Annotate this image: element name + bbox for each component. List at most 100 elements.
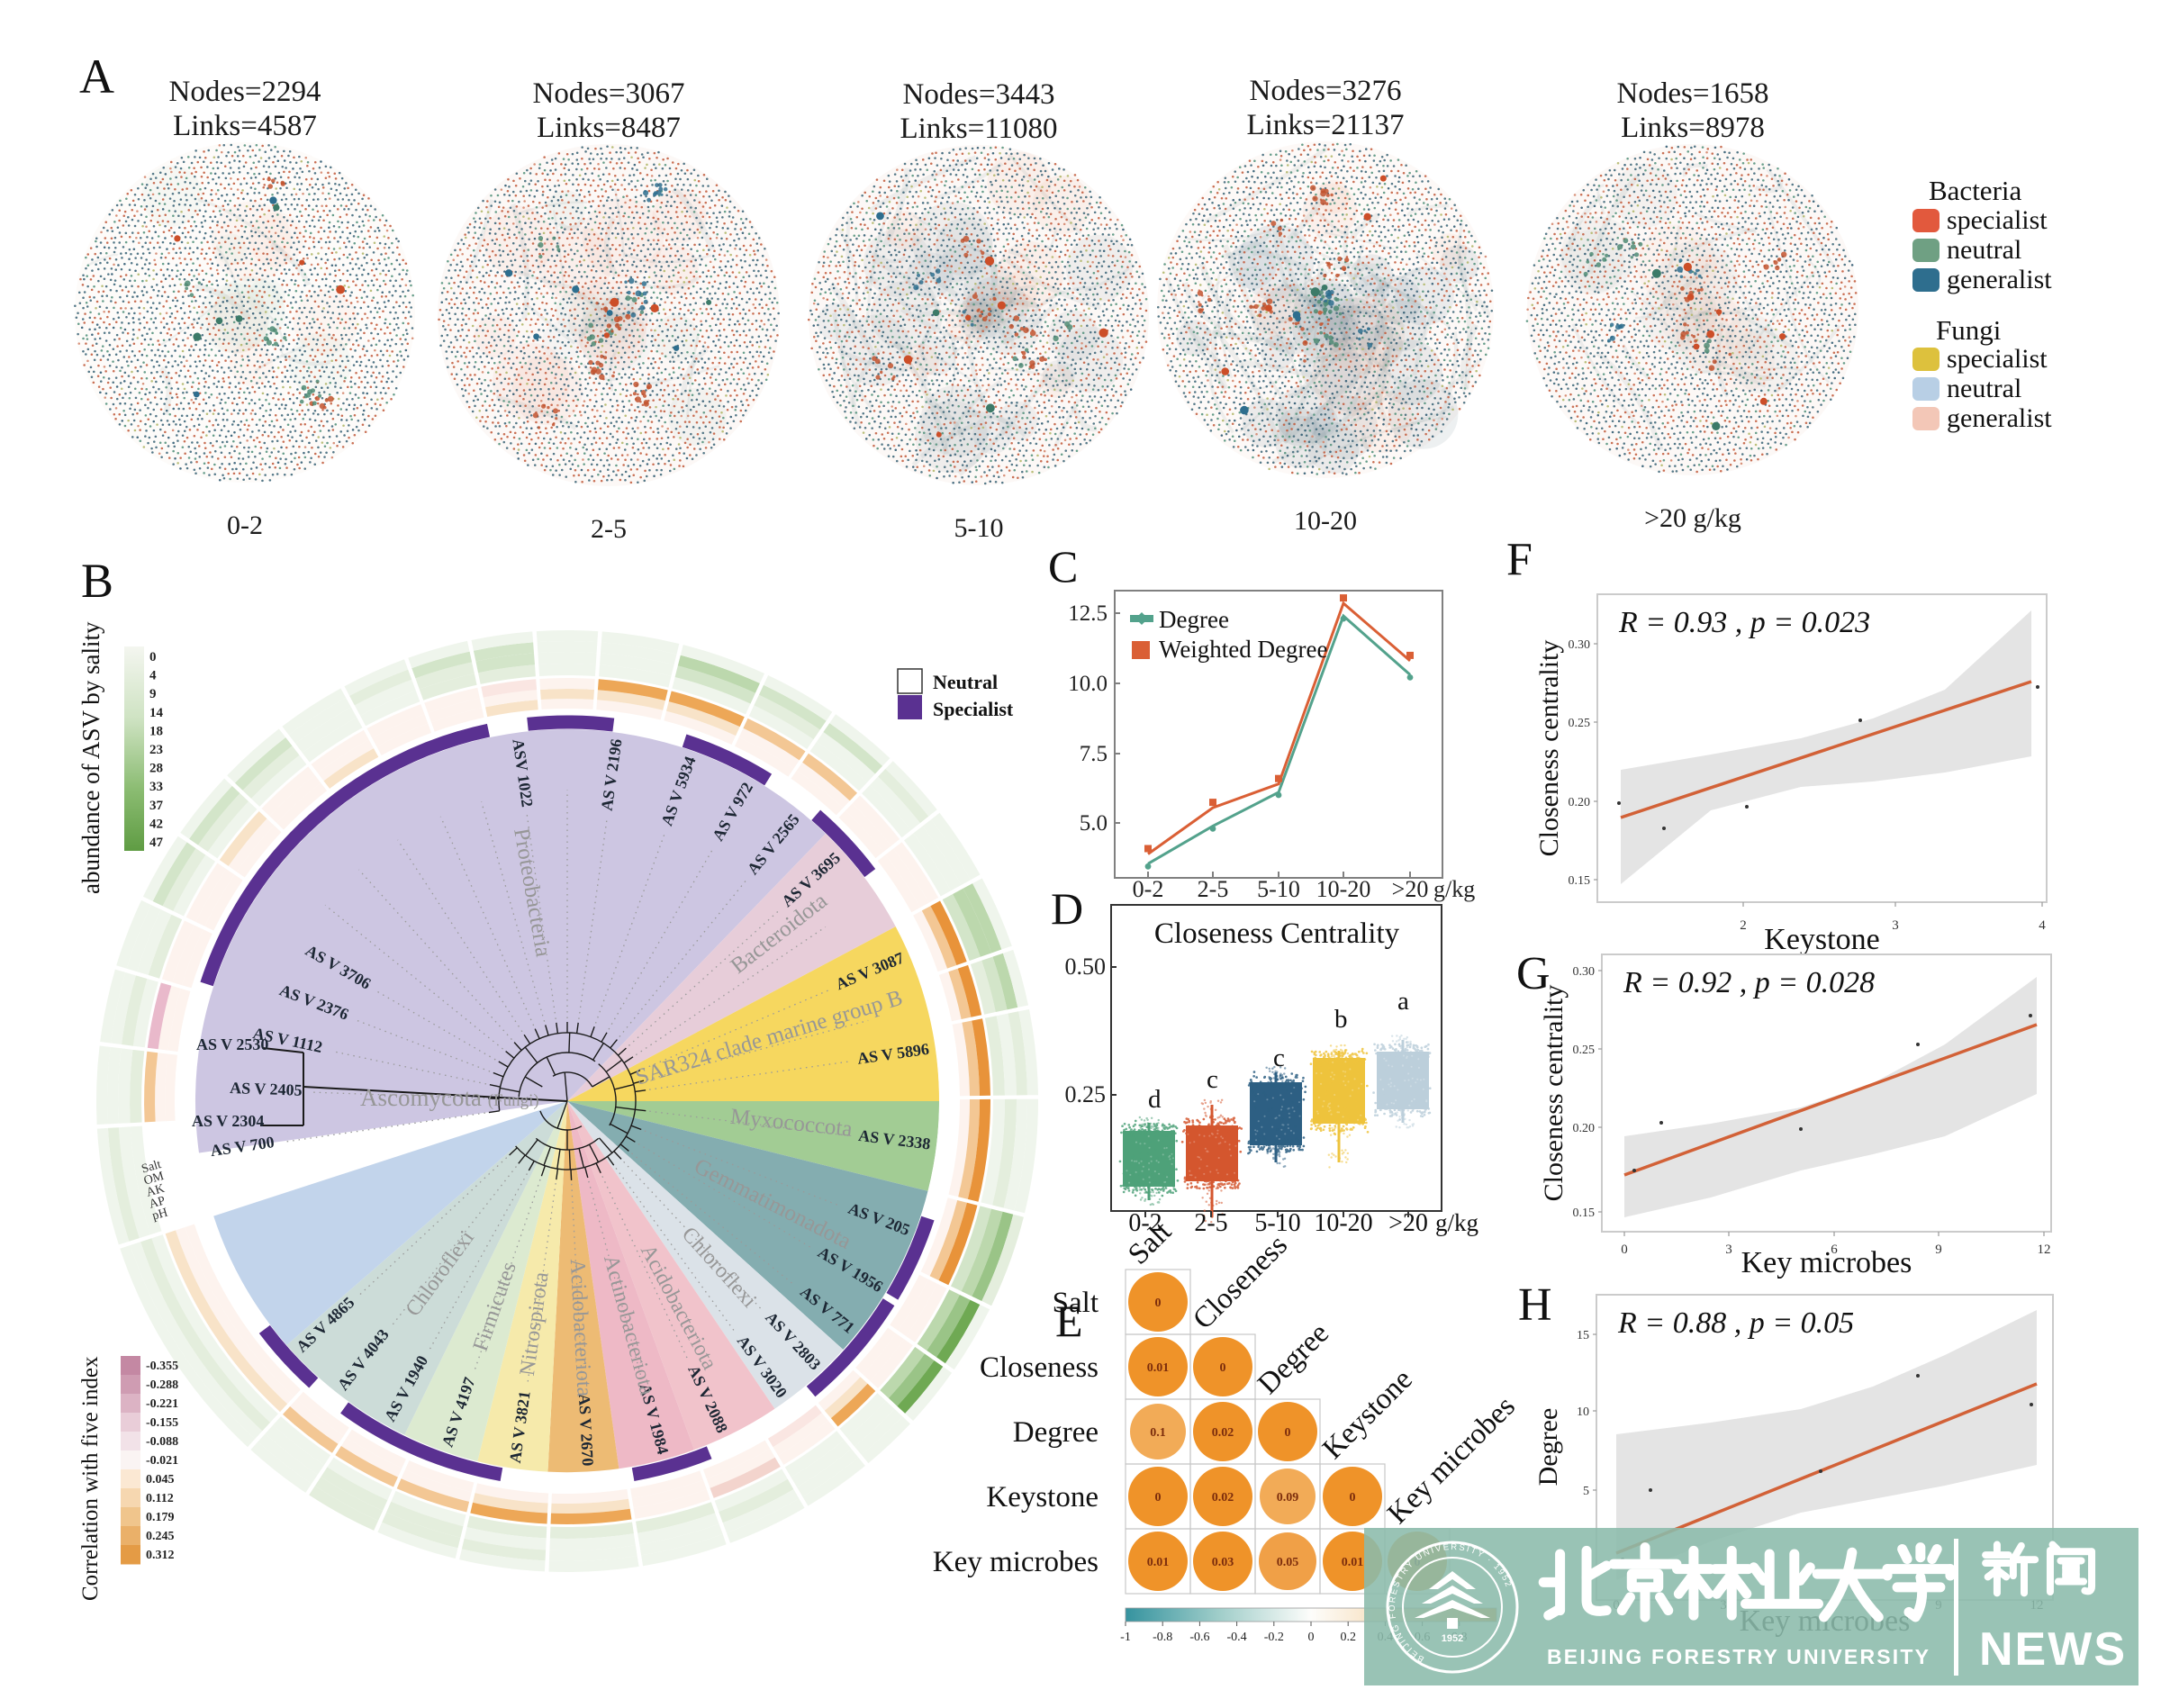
svg-text:-0.2: -0.2: [1264, 1631, 1284, 1644]
svg-text:3: 3: [1892, 918, 1899, 933]
svg-text:0.045: 0.045: [146, 1473, 175, 1487]
svg-text:0.25: 0.25: [1573, 1044, 1596, 1057]
svg-text:0.01: 0.01: [1342, 1556, 1364, 1569]
svg-text:0: 0: [1350, 1491, 1356, 1505]
svg-text:BEIJING FORESTRY UNIVERSITY: BEIJING FORESTRY UNIVERSITY: [1547, 1645, 1930, 1668]
svg-text:0.01: 0.01: [1147, 1361, 1170, 1375]
svg-text:NEWS: NEWS: [1979, 1623, 2127, 1676]
svg-text:abundance of ASV by sality: abundance of ASV by sality: [77, 621, 104, 894]
svg-text:AP: AP: [148, 1194, 167, 1211]
svg-text:42: 42: [149, 817, 163, 831]
svg-text:Correlation with five index: Correlation with five index: [78, 1356, 103, 1601]
svg-text:1952: 1952: [1442, 1633, 1463, 1644]
svg-text:0: 0: [1155, 1297, 1162, 1310]
svg-text:7.5: 7.5: [1080, 742, 1108, 766]
svg-text:-0.355: -0.355: [146, 1360, 178, 1373]
svg-text:0.25: 0.25: [1569, 717, 1591, 730]
svg-text:0.30: 0.30: [1569, 638, 1591, 652]
svg-text:c: c: [1273, 1044, 1285, 1072]
svg-text:-0.088: -0.088: [146, 1435, 178, 1449]
svg-text:AS V 2304: AS V 2304: [192, 1112, 264, 1130]
svg-text:neutral: neutral: [1947, 235, 2021, 265]
svg-text:5.0: 5.0: [1080, 811, 1108, 836]
svg-text:0: 0: [149, 650, 157, 664]
svg-text:5-10: 5-10: [1257, 876, 1300, 902]
svg-text:c: c: [1207, 1065, 1218, 1094]
svg-text:generalist: generalist: [1947, 265, 2052, 294]
svg-text:37: 37: [149, 799, 164, 813]
svg-text:Bacteria: Bacteria: [1929, 175, 2022, 206]
svg-text:0.112: 0.112: [146, 1492, 174, 1505]
svg-text:-0.288: -0.288: [146, 1378, 178, 1392]
svg-text:Key microbes: Key microbes: [1381, 1390, 1522, 1531]
svg-text:Key microbes: Key microbes: [933, 1546, 1099, 1578]
svg-text:33: 33: [149, 780, 163, 794]
svg-text:Closeness Centrality: Closeness Centrality: [1154, 917, 1400, 950]
svg-text:-0.6: -0.6: [1189, 1631, 1209, 1644]
svg-text:Salt: Salt: [140, 1158, 163, 1176]
svg-text:Closeness: Closeness: [980, 1351, 1099, 1384]
svg-text:R = 0.88 , p = 0.05: R = 0.88 , p = 0.05: [1617, 1306, 1854, 1340]
svg-text:15: 15: [1577, 1329, 1589, 1342]
svg-text:0-2: 0-2: [1133, 876, 1164, 902]
svg-text:0.312: 0.312: [146, 1549, 175, 1562]
svg-text:0.179: 0.179: [146, 1511, 175, 1524]
svg-text:4: 4: [2039, 918, 2046, 933]
svg-text:0.20: 0.20: [1569, 796, 1591, 809]
svg-text:28: 28: [149, 762, 163, 776]
svg-text:AS V 2530: AS V 2530: [196, 1035, 268, 1053]
svg-text:10.0: 10.0: [1068, 672, 1108, 696]
svg-text:>20: >20: [1392, 876, 1429, 902]
svg-text:0.03: 0.03: [1212, 1556, 1234, 1569]
svg-text:10: 10: [1577, 1405, 1589, 1419]
svg-text:12: 12: [2038, 1243, 2051, 1257]
svg-text:18: 18: [149, 724, 163, 738]
svg-text:Neutral: Neutral: [933, 671, 998, 693]
svg-text:47: 47: [149, 836, 164, 850]
svg-text:2-5: 2-5: [1198, 876, 1229, 902]
svg-text:specialist: specialist: [1947, 344, 2048, 374]
svg-text:0.1: 0.1: [1150, 1426, 1166, 1440]
svg-text:pH: pH: [150, 1206, 169, 1224]
svg-text:d: d: [1148, 1085, 1162, 1114]
svg-text:0.02: 0.02: [1212, 1426, 1234, 1440]
svg-text:9: 9: [149, 687, 157, 701]
svg-text:0.30: 0.30: [1573, 965, 1596, 979]
svg-text:0.25: 0.25: [1065, 1081, 1107, 1107]
svg-text:14: 14: [149, 706, 164, 720]
svg-text:Degree: Degree: [1013, 1416, 1099, 1449]
svg-text:0.20: 0.20: [1573, 1122, 1596, 1135]
svg-text:0: 0: [1155, 1491, 1162, 1505]
svg-text:g/kg: g/kg: [1435, 1209, 1478, 1236]
svg-text:Keystone: Keystone: [1316, 1363, 1419, 1466]
svg-text:OM: OM: [142, 1170, 166, 1188]
svg-text:Keystone: Keystone: [1764, 923, 1879, 956]
svg-text:0.01: 0.01: [1147, 1556, 1170, 1569]
svg-text:-0.021: -0.021: [146, 1454, 178, 1468]
svg-text:specialist: specialist: [1947, 205, 2048, 235]
svg-text:Degree: Degree: [1159, 606, 1229, 633]
svg-text:10-20: 10-20: [1316, 876, 1371, 902]
svg-text:R = 0.93 , p = 0.023: R = 0.93 , p = 0.023: [1618, 606, 1870, 639]
svg-text:R = 0.92 , p = 0.028: R = 0.92 , p = 0.028: [1623, 966, 1875, 999]
svg-text:0.50: 0.50: [1065, 953, 1107, 980]
svg-text:4: 4: [149, 669, 157, 683]
svg-text:-0.8: -0.8: [1153, 1631, 1172, 1644]
svg-text:5: 5: [1583, 1485, 1589, 1498]
svg-text:AK: AK: [145, 1182, 167, 1200]
svg-text:Key microbes: Key microbes: [1741, 1246, 1912, 1279]
svg-text:Closeness: Closeness: [1187, 1229, 1294, 1336]
svg-text:0.15: 0.15: [1573, 1206, 1596, 1220]
svg-text:Degree: Degree: [1252, 1317, 1335, 1401]
svg-text:0.09: 0.09: [1277, 1491, 1299, 1505]
svg-text:-0.221: -0.221: [146, 1397, 178, 1411]
svg-text:Salt: Salt: [1053, 1287, 1099, 1319]
svg-text:Weighted Degree: Weighted Degree: [1159, 636, 1328, 663]
svg-text:0: 0: [1220, 1361, 1226, 1375]
svg-text:-1: -1: [1120, 1631, 1131, 1644]
svg-text:23: 23: [149, 743, 163, 757]
svg-text:12.5: 12.5: [1068, 601, 1108, 626]
svg-text:0.02: 0.02: [1212, 1491, 1234, 1505]
svg-text:0: 0: [1285, 1426, 1291, 1440]
svg-text:Keystone: Keystone: [986, 1481, 1099, 1514]
